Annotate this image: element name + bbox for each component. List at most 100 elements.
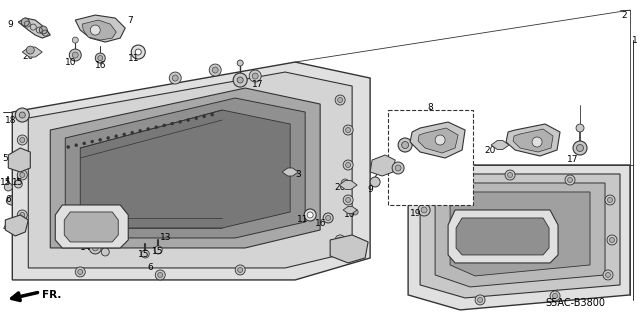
Circle shape: [335, 95, 345, 105]
Text: 20: 20: [22, 52, 34, 61]
Polygon shape: [55, 205, 128, 248]
Text: 10: 10: [385, 167, 396, 176]
Circle shape: [323, 213, 333, 223]
Circle shape: [338, 237, 342, 242]
Text: 11: 11: [127, 54, 139, 63]
Circle shape: [179, 120, 182, 123]
Circle shape: [568, 177, 573, 182]
Polygon shape: [506, 124, 560, 156]
Text: 6: 6: [147, 263, 153, 272]
Text: 9: 9: [8, 19, 13, 29]
Circle shape: [344, 244, 356, 256]
Circle shape: [107, 137, 109, 139]
Circle shape: [72, 52, 78, 58]
Circle shape: [475, 295, 485, 305]
Circle shape: [421, 207, 427, 213]
Circle shape: [346, 128, 351, 132]
Circle shape: [92, 245, 99, 251]
Polygon shape: [51, 88, 320, 248]
Circle shape: [477, 297, 483, 302]
Circle shape: [211, 113, 214, 116]
Polygon shape: [282, 168, 298, 176]
Circle shape: [78, 270, 83, 274]
Circle shape: [90, 25, 100, 35]
Text: 11: 11: [298, 215, 309, 225]
Circle shape: [69, 49, 81, 61]
Polygon shape: [22, 47, 42, 57]
Circle shape: [428, 175, 433, 181]
Circle shape: [505, 170, 515, 180]
Polygon shape: [343, 206, 357, 213]
Circle shape: [4, 183, 12, 191]
Ellipse shape: [6, 195, 24, 205]
Circle shape: [235, 265, 245, 275]
Circle shape: [91, 140, 93, 143]
Polygon shape: [76, 15, 125, 42]
Circle shape: [379, 162, 387, 170]
Circle shape: [203, 115, 205, 118]
Polygon shape: [8, 148, 30, 172]
Circle shape: [83, 142, 86, 145]
Circle shape: [147, 128, 150, 130]
Circle shape: [95, 53, 105, 63]
Text: 14: 14: [79, 243, 91, 252]
Circle shape: [565, 175, 575, 185]
Circle shape: [156, 270, 165, 280]
Circle shape: [10, 221, 20, 231]
Circle shape: [352, 209, 358, 215]
Circle shape: [76, 267, 85, 277]
Circle shape: [401, 122, 409, 130]
Text: 4: 4: [3, 224, 8, 233]
Circle shape: [252, 73, 258, 79]
Circle shape: [17, 210, 28, 220]
Text: 12: 12: [460, 123, 471, 132]
Ellipse shape: [143, 263, 161, 273]
Circle shape: [395, 165, 401, 171]
Text: 15: 15: [12, 179, 23, 188]
Polygon shape: [435, 183, 605, 287]
Circle shape: [154, 246, 162, 254]
Circle shape: [135, 49, 141, 55]
Text: 15: 15: [152, 248, 163, 256]
Circle shape: [171, 122, 173, 125]
Text: 16: 16: [95, 61, 106, 70]
Circle shape: [20, 212, 25, 218]
Circle shape: [398, 138, 412, 152]
Polygon shape: [80, 110, 290, 228]
Circle shape: [14, 180, 22, 188]
Text: 15: 15: [138, 250, 149, 259]
Text: 19: 19: [410, 210, 422, 219]
Text: 9: 9: [367, 185, 373, 195]
Circle shape: [249, 70, 261, 82]
Circle shape: [99, 138, 102, 141]
Circle shape: [346, 197, 351, 203]
Circle shape: [19, 112, 26, 118]
Circle shape: [392, 162, 404, 174]
Circle shape: [607, 235, 617, 245]
Circle shape: [335, 235, 345, 245]
Text: 15: 15: [0, 179, 11, 188]
Polygon shape: [370, 155, 395, 176]
Text: 5: 5: [3, 153, 8, 162]
Circle shape: [131, 45, 145, 59]
Text: FR.: FR.: [42, 290, 61, 300]
Circle shape: [26, 46, 35, 54]
Circle shape: [169, 72, 181, 84]
Circle shape: [233, 73, 247, 87]
Text: 20: 20: [335, 183, 346, 192]
Polygon shape: [450, 192, 590, 276]
Circle shape: [195, 117, 198, 120]
Circle shape: [17, 135, 28, 145]
Circle shape: [605, 272, 611, 278]
Circle shape: [402, 142, 408, 149]
Text: 7: 7: [127, 16, 133, 25]
Circle shape: [532, 137, 542, 147]
Circle shape: [89, 242, 101, 254]
Circle shape: [98, 56, 103, 61]
Bar: [388, 110, 473, 205]
Circle shape: [72, 37, 78, 43]
Circle shape: [15, 108, 29, 122]
Circle shape: [101, 248, 109, 256]
Polygon shape: [408, 165, 630, 310]
Circle shape: [341, 179, 349, 187]
